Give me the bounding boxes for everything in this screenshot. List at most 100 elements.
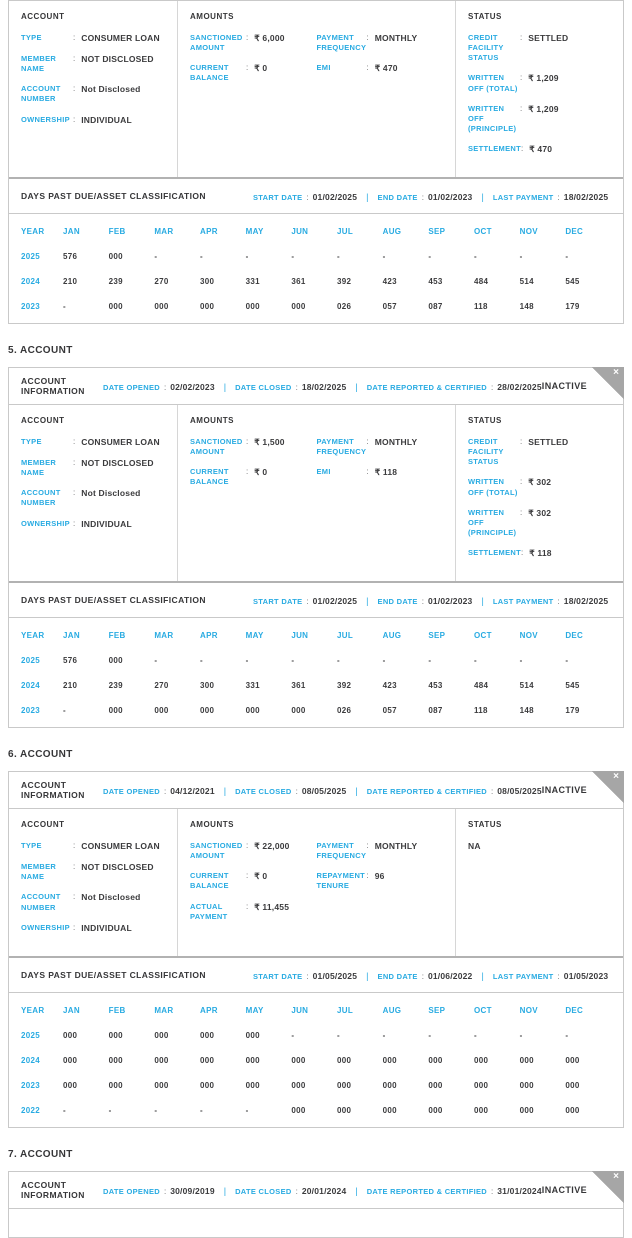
dpd-value-cell: 210 [63, 277, 78, 287]
dpd-value-cell: 331 [245, 277, 260, 287]
amounts-column: AMOUNTS SANCTIONED AMOUNT: ₹ 22,000 CURREN… [178, 809, 456, 956]
dpd-value-cell: 148 [519, 302, 534, 312]
dpd-value-cell: 000 [108, 1055, 123, 1065]
field-value: INDIVIDUAL [81, 518, 132, 529]
month-column-header: APR [200, 631, 218, 641]
date-value: 01/02/2023 [427, 192, 473, 203]
field-label: WRITTEN OFF (PRINCIPLE) [468, 507, 517, 537]
date-colon: : [295, 383, 298, 393]
corner-fold: × [592, 367, 624, 400]
pipe-separator: | [355, 382, 358, 393]
field-row: ACCOUNT NUMBER: Not Disclosed [21, 84, 165, 104]
month-column-header: JUN [291, 631, 309, 641]
account-information-header: ACCOUNT INFORMATION DATE OPENED:02/02/20… [9, 367, 624, 406]
field-colon: : [520, 477, 523, 487]
pipe-separator: | [481, 970, 484, 981]
dpd-value-cell: 000 [108, 706, 123, 716]
field-label: OWNERSHIP [21, 114, 70, 124]
pipe-separator: | [366, 596, 369, 607]
close-icon[interactable]: × [613, 367, 619, 379]
date-value: 02/02/2023 [170, 382, 215, 393]
field-row: CURRENT BALANCE: ₹ 0 [190, 467, 317, 487]
dpd-value-cell: - [474, 1030, 477, 1040]
dpd-value-cell: 239 [108, 277, 123, 287]
date-label: END DATE [377, 193, 418, 203]
dpd-value-cell: 000 [154, 706, 169, 716]
field-value: NA [468, 841, 481, 852]
field-colon: : [520, 73, 523, 83]
field-colon: : [73, 54, 76, 64]
month-column-header: DEC [565, 1005, 584, 1015]
close-icon[interactable]: × [613, 1170, 619, 1182]
dpd-dates: START DATE:01/05/2025 | END DATE:01/06/202… [253, 966, 608, 984]
field-value: ₹ 0 [254, 467, 268, 478]
account-column: ACCOUNT TYPE: CONSUMER LOAN MEMBER NAME: NO… [9, 1, 178, 178]
field-value: NOT DISCLOSED [81, 862, 154, 873]
month-column-header: SEP [428, 1005, 446, 1015]
field-value: ₹ 22,000 [254, 841, 290, 852]
dpd-value-cell: 000 [63, 1030, 78, 1040]
close-icon[interactable]: × [613, 771, 619, 783]
section-title-7: 7. ACCOUNT [8, 1148, 73, 1160]
month-column-header: OCT [474, 227, 492, 237]
dpd-value-cell: 000 [63, 1055, 78, 1065]
date-label: DATE OPENED [103, 383, 160, 393]
date-field: START DATE:01/02/2025 [253, 591, 357, 608]
field-value: NOT DISCLOSED [81, 54, 154, 65]
date-value: 01/05/2023 [563, 970, 609, 981]
field-label: REPAYMENT TENURE [316, 871, 366, 891]
dpd-value-cell: 087 [428, 706, 443, 716]
date-value: 08/05/2025 [497, 786, 542, 797]
field-row: SANCTIONED AMOUNT: ₹ 22,000 [190, 841, 317, 861]
dpd-value-cell: - [200, 1105, 203, 1115]
dpd-value-cell: 000 [200, 1055, 215, 1065]
field-value: SETTLED [528, 437, 569, 448]
dpd-grid: YEAR JAN FEB MAR APR MAY JUN JUL AUG SEP OCT NOV DEC… [21, 623, 611, 723]
dpd-value-cell: - [428, 656, 432, 666]
month-column-header: JUL [337, 227, 354, 237]
date-field: DATE REPORTED & CERTIFIED:28/02/2025 [367, 377, 542, 394]
field-value: MONTHLY [374, 841, 418, 852]
dpd-value-cell: 423 [382, 277, 397, 287]
date-field: DATE REPORTED & CERTIFIED:31/01/2024 [367, 1181, 542, 1198]
field-row: OWNERSHIP: INDIVIDUAL [21, 923, 165, 934]
dpd-value-cell: - [154, 252, 158, 262]
dpd-value-cell: 000 [200, 302, 215, 312]
dpd-header-bar: DAYS PAST DUE/ASSET CLASSIFICATION START… [9, 177, 623, 213]
dpd-value-cell: 423 [382, 681, 397, 691]
month-column-header: MAR [154, 631, 174, 641]
date-label: START DATE [253, 193, 303, 203]
pipe-separator: | [223, 786, 227, 797]
amounts-column-header: AMOUNTS [190, 416, 234, 426]
header-dates: DATE OPENED:30/09/2019 | DATE CLOSED:20/01… [103, 1181, 542, 1199]
dpd-value-cell: - [154, 656, 158, 666]
date-label: DATE OPENED [103, 1186, 160, 1196]
date-colon: : [163, 1186, 167, 1196]
account-detail-columns: ACCOUNT TYPE: CONSUMER LOAN MEMBER NAME: NO… [9, 809, 623, 956]
dpd-value-cell: - [154, 1105, 158, 1115]
field-label: EMI [316, 63, 331, 73]
date-value: 01/02/2025 [312, 192, 358, 203]
field-value: ₹ 1,209 [528, 103, 559, 114]
date-label: START DATE [253, 971, 303, 981]
field-label: EMI [316, 467, 331, 477]
header-dates: DATE OPENED:04/12/2021 | DATE CLOSED:08/05… [103, 781, 542, 799]
date-value: 01/06/2022 [427, 970, 473, 981]
field-colon: : [520, 507, 523, 517]
field-label: MEMBER NAME [21, 862, 57, 882]
status-fields: CREDIT FACILITY STATUS: SETTLED WRITTEN OF… [468, 437, 611, 559]
dpd-value-cell: - [291, 656, 295, 666]
amounts-left-fields: SANCTIONED AMOUNT: ₹ 22,000 CURRENT BALANC… [190, 841, 317, 932]
dpd-value-cell: - [245, 252, 249, 262]
dpd-value-cell: 000 [245, 1030, 260, 1040]
status-column: STATUS NA [456, 809, 623, 956]
field-colon: : [246, 901, 249, 911]
status-column-header: STATUS [468, 416, 502, 426]
field-row: EMI: ₹ 470 [317, 63, 444, 74]
dpd-value-cell: 087 [428, 302, 443, 312]
date-value: 08/05/2025 [301, 786, 347, 797]
date-value: 04/12/2021 [170, 786, 215, 797]
date-field: LAST PAYMENT:18/02/2025 [493, 187, 608, 204]
year-column-header: YEAR [21, 1005, 45, 1015]
date-field: DATE CLOSED:20/01/2024 [235, 1181, 346, 1198]
